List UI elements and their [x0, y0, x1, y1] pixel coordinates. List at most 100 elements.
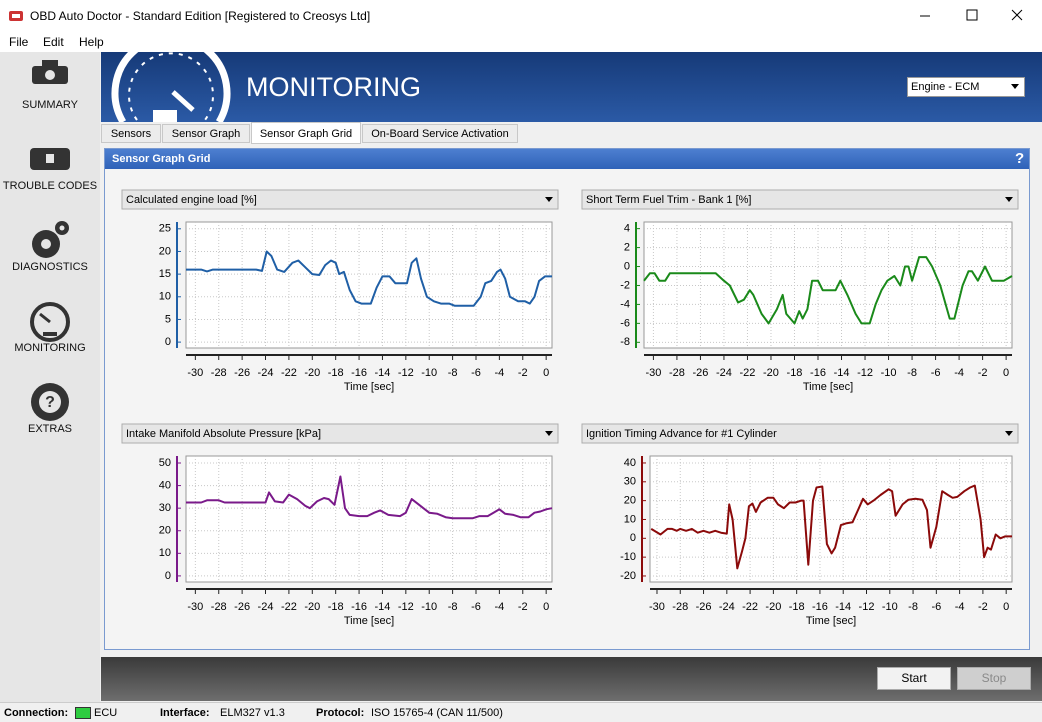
x-axis-label: Time [sec] — [344, 615, 394, 627]
x-tick-label: -12 — [859, 601, 875, 613]
header-title: MONITORING — [246, 72, 421, 102]
x-tick-label: -10 — [881, 367, 897, 379]
x-tick-label: -6 — [471, 601, 481, 613]
x-tick-label: -10 — [882, 601, 898, 613]
connection-indicator — [75, 707, 91, 719]
y-tick-label: 15 — [159, 268, 171, 280]
x-tick-label: -4 — [954, 367, 964, 379]
menu-bar: File Edit Help — [0, 32, 1042, 52]
sensor-dropdown[interactable] — [581, 189, 1019, 210]
x-tick-label: -8 — [907, 367, 917, 379]
y-tick-label: -6 — [620, 317, 630, 329]
x-tick-label: -22 — [742, 601, 758, 613]
sensor-dropdown-text: Short Term Fuel Trim - Bank 1 [%] — [586, 194, 751, 206]
ecu-select[interactable]: Engine - ECM — [907, 77, 1025, 97]
x-tick-label: 0 — [1003, 367, 1009, 379]
tab-active[interactable]: Sensor Graph Grid — [251, 122, 361, 144]
x-tick-label: -12 — [398, 601, 414, 613]
x-tick-label: -14 — [374, 601, 390, 613]
data-line — [650, 484, 1012, 570]
y-tick-label: 4 — [624, 223, 630, 235]
x-tick-label: -26 — [234, 601, 250, 613]
menu-item[interactable]: File — [9, 35, 29, 49]
x-tick-label: -2 — [518, 367, 528, 379]
sensor-dropdown[interactable] — [121, 423, 559, 444]
x-tick-label: 0 — [543, 601, 549, 613]
stop-button[interactable]: Stop — [957, 667, 1031, 690]
x-tick-label: -14 — [834, 367, 850, 379]
x-tick-label: -18 — [787, 367, 803, 379]
x-tick-label: -30 — [649, 601, 665, 613]
y-tick-label: 20 — [159, 525, 171, 537]
y-tick-label: -10 — [620, 551, 636, 563]
menu-item[interactable]: Help — [79, 35, 104, 49]
dropdown-arrow — [1005, 431, 1013, 436]
x-tick-label: -6 — [471, 367, 481, 379]
y-tick-label: 5 — [165, 313, 171, 325]
header: MONITORING Engine - ECM — [101, 52, 1042, 122]
dropdown-arrow — [1005, 197, 1013, 202]
status-label: Connection: — [4, 707, 69, 719]
help-button[interactable]: ? — [1015, 150, 1025, 167]
x-tick-label: -4 — [494, 601, 504, 613]
nav-summary[interactable]: SUMMARY — [21, 99, 79, 111]
tab[interactable]: Sensor Graph — [162, 124, 250, 143]
y-tick-label: 20 — [624, 495, 636, 507]
x-tick-label: -18 — [789, 601, 805, 613]
nav-diagnostics[interactable]: DIAGNOSTICS — [12, 261, 88, 273]
x-axis-label: Time [sec] — [803, 381, 853, 393]
y-tick-label: 10 — [159, 291, 171, 303]
y-tick-label: 0 — [624, 260, 630, 272]
data-line — [643, 256, 1013, 325]
x-tick-label: -14 — [374, 367, 390, 379]
x-tick-label: -22 — [281, 367, 297, 379]
plot-area — [185, 221, 553, 349]
panel-title: Sensor Graph Grid — [112, 153, 211, 165]
start-button[interactable]: Start — [877, 667, 951, 690]
sensor-dropdown-text: Intake Manifold Absolute Pressure [kPa] — [126, 428, 321, 440]
status-value: ISO 15765-4 (CAN 11/500) — [371, 707, 503, 719]
menu-item[interactable]: Edit — [43, 35, 64, 49]
app-icon — [9, 11, 23, 21]
tab[interactable]: On-Board Service Activation — [362, 124, 518, 143]
nav-monitoring[interactable]: MONITORING — [14, 342, 86, 354]
tab[interactable]: Sensors — [101, 124, 161, 143]
x-tick-label: -12 — [857, 367, 873, 379]
y-tick-label: 40 — [159, 479, 171, 491]
status-value: ECU — [94, 707, 118, 719]
status-label: Protocol: — [316, 707, 365, 719]
data-line — [186, 250, 552, 307]
x-tick-label: -16 — [351, 367, 367, 379]
x-tick-label: -22 — [281, 601, 297, 613]
x-tick-label: -18 — [328, 601, 344, 613]
y-tick-label: 25 — [159, 223, 171, 235]
x-tick-label: -28 — [211, 367, 227, 379]
x-tick-label: -22 — [740, 367, 756, 379]
x-tick-label: -30 — [187, 601, 203, 613]
x-tick-label: -6 — [931, 367, 941, 379]
y-tick-label: -20 — [620, 570, 636, 582]
nav-trouble-codes[interactable]: TROUBLE CODES — [2, 180, 98, 192]
y-tick-label: 20 — [159, 245, 171, 257]
sidebar: ? SUMMARY TROUBLE CODES DIAGNOSTICS MONI… — [0, 52, 100, 702]
y-tick-label: 2 — [624, 241, 630, 253]
y-tick-label: 30 — [624, 476, 636, 488]
x-tick-label: -28 — [672, 601, 688, 613]
sensor-dropdown[interactable] — [121, 189, 559, 210]
sensor-dropdown[interactable] — [581, 423, 1019, 444]
panel-header: Sensor Graph Grid ? — [105, 149, 1029, 169]
data-line — [186, 475, 553, 520]
y-tick-label: 10 — [624, 513, 636, 525]
x-tick-label: -12 — [398, 367, 414, 379]
title-bar: OBD Auto Doctor - Standard Edition [Regi… — [0, 0, 1042, 32]
x-tick-label: -26 — [692, 367, 708, 379]
x-tick-label: -28 — [669, 367, 685, 379]
nav-extras[interactable]: EXTRAS — [27, 423, 72, 435]
ecu-select-text: Engine - ECM — [911, 81, 980, 93]
window-controls[interactable] — [900, 0, 1042, 32]
x-tick-label: -8 — [908, 601, 918, 613]
status-value: ELM327 v1.3 — [220, 707, 285, 719]
y-tick-label: 40 — [624, 457, 636, 469]
x-tick-label: -20 — [763, 367, 779, 379]
x-tick-label: -30 — [187, 367, 203, 379]
